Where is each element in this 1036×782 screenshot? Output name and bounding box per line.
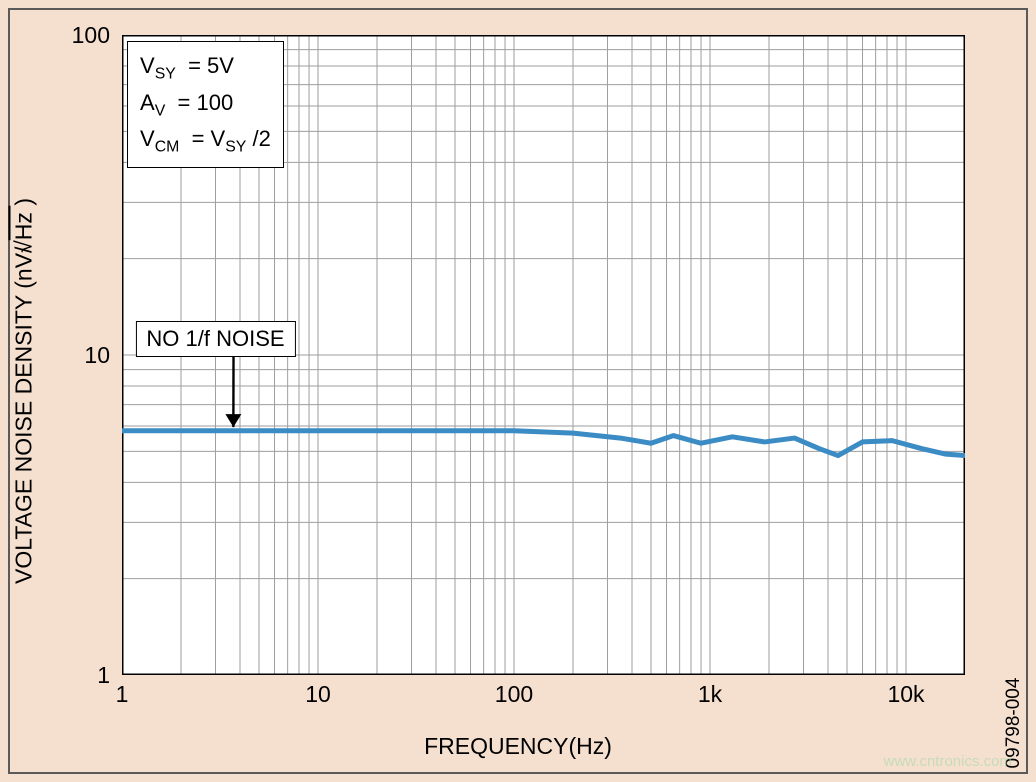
figure-frame: VOLTAGE NOISE DENSITY (nV/ √ Hz ) FREQUE… bbox=[8, 8, 1028, 774]
conditions-box: VSY = 5VAV = 100VCM = VSY /2 bbox=[127, 41, 284, 168]
x-tick-label: 100 bbox=[495, 681, 533, 708]
y-tick-label: 10 bbox=[84, 342, 110, 369]
condition-line: VSY = 5V bbox=[140, 50, 271, 86]
noise-density-trace bbox=[122, 431, 965, 456]
condition-line: AV = 100 bbox=[140, 87, 271, 123]
annotation-box: NO 1/f NOISE bbox=[135, 321, 295, 357]
x-tick-label: 10 bbox=[305, 681, 331, 708]
y-tick-label: 100 bbox=[72, 22, 110, 49]
y-axis-label-prefix: VOLTAGE NOISE DENSITY (nV/ bbox=[11, 247, 37, 584]
condition-line: VCM = VSY /2 bbox=[140, 123, 271, 159]
watermark-text: www.cntronics.com bbox=[884, 753, 1012, 770]
y-axis-label-radical: √ Hz bbox=[11, 206, 37, 241]
x-tick-label: 1 bbox=[116, 681, 129, 708]
y-axis-label: VOLTAGE NOISE DENSITY (nV/ √ Hz ) bbox=[11, 198, 38, 584]
annotation-arrow bbox=[225, 357, 241, 427]
figure-container: VOLTAGE NOISE DENSITY (nV/ √ Hz ) FREQUE… bbox=[0, 0, 1036, 782]
x-axis-label: FREQUENCY(Hz) bbox=[424, 733, 612, 760]
x-tick-label: 10k bbox=[887, 681, 924, 708]
y-axis-label-suffix: ) bbox=[11, 198, 37, 206]
y-tick-label: 1 bbox=[97, 662, 110, 689]
x-tick-label: 1k bbox=[698, 681, 722, 708]
